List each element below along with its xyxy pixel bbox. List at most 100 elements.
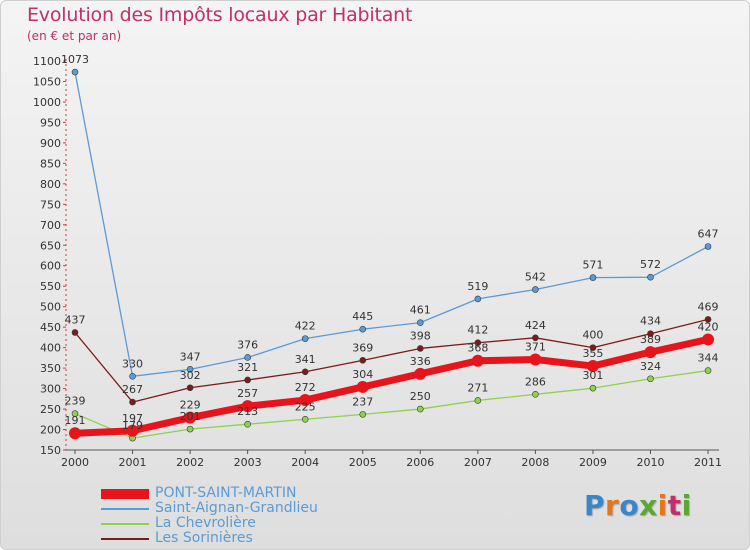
logo-letter: r — [605, 489, 620, 522]
legend-item-saint-aignan-grandlieu: Saint-Aignan-Grandlieu — [101, 501, 318, 516]
data-label-la-chevroliere: 179 — [122, 419, 143, 432]
chart-subtitle: (en € et par an) — [27, 29, 122, 43]
data-label-saint-aignan-grandlieu: 330 — [122, 357, 143, 370]
data-point-pont-saint-martin — [69, 427, 81, 440]
series-line-saint-aignan-grandlieu — [74, 71, 709, 377]
data-label-saint-aignan-grandlieu: 542 — [525, 270, 546, 283]
data-point-saint-aignan-grandlieu — [186, 366, 194, 373]
data-label-pont-saint-martin: 389 — [640, 333, 661, 346]
data-point-la-chevroliere — [301, 415, 309, 423]
data-label-pont-saint-martin: 229 — [180, 399, 201, 412]
data-point-les-sorinieres — [474, 339, 482, 347]
logo-letter: x — [639, 489, 658, 522]
data-point-pont-saint-martin — [126, 424, 139, 437]
data-label-la-chevroliere: 237 — [352, 395, 373, 408]
data-label-saint-aignan-grandlieu: 647 — [698, 227, 719, 240]
y-tick-label: 1100 — [33, 55, 61, 68]
data-point-saint-aignan-grandlieu — [244, 354, 251, 361]
data-point-la-chevroliere — [71, 410, 79, 417]
x-tick-label: 2011 — [694, 456, 722, 469]
y-tick-label: 200 — [40, 424, 61, 437]
data-label-la-chevroliere: 239 — [65, 395, 86, 408]
data-label-saint-aignan-grandlieu: 422 — [295, 320, 316, 333]
y-tick-label: 750 — [40, 198, 61, 211]
x-tick-label: 2004 — [291, 456, 319, 469]
y-tick-label: 550 — [40, 280, 61, 293]
data-label-les-sorinieres: 321 — [237, 361, 258, 374]
data-label-pont-saint-martin: 197 — [122, 412, 143, 425]
data-point-la-chevroliere — [532, 391, 539, 398]
data-point-pont-saint-martin — [414, 367, 427, 380]
x-tick-label: 2008 — [521, 456, 549, 469]
data-label-les-sorinieres: 434 — [640, 315, 661, 328]
data-label-la-chevroliere: 213 — [237, 405, 258, 418]
y-tick-label: 850 — [40, 157, 61, 170]
legend-swatch — [101, 507, 149, 510]
y-tick-label: 150 — [40, 444, 61, 457]
logo-letter: o — [619, 489, 640, 522]
legend-swatch — [101, 522, 149, 525]
y-tick-label: 650 — [40, 239, 61, 252]
x-tick-label: 2001 — [119, 456, 147, 469]
logo-letter: i — [657, 489, 668, 522]
data-point-pont-saint-martin — [299, 394, 312, 407]
logo-letter: P — [584, 489, 606, 522]
data-label-saint-aignan-grandlieu: 376 — [237, 338, 258, 351]
y-tick-label: 700 — [40, 219, 61, 232]
data-point-saint-aignan-grandlieu — [474, 295, 482, 303]
y-tick-label: 300 — [40, 383, 61, 396]
data-point-saint-aignan-grandlieu — [532, 286, 539, 293]
data-label-la-chevroliere: 225 — [295, 400, 316, 413]
data-label-la-chevroliere: 201 — [180, 410, 201, 423]
data-point-les-sorinieres — [186, 384, 194, 392]
y-tick-label: 450 — [40, 321, 61, 334]
data-label-pont-saint-martin: 191 — [65, 414, 86, 427]
data-label-la-chevroliere: 324 — [640, 360, 661, 373]
y-tick-label: 350 — [40, 362, 61, 375]
data-point-saint-aignan-grandlieu — [416, 319, 424, 326]
x-tick-label: 2000 — [61, 456, 89, 469]
y-tick-label: 900 — [40, 137, 61, 150]
data-label-les-sorinieres: 424 — [525, 319, 546, 332]
legend-label: Les Sorinières — [155, 530, 253, 546]
data-point-saint-aignan-grandlieu — [71, 68, 79, 76]
legend-swatch — [101, 537, 149, 540]
data-label-la-chevroliere: 271 — [467, 381, 488, 394]
y-tick-label: 1000 — [33, 96, 61, 109]
data-label-les-sorinieres: 341 — [295, 353, 316, 366]
legend-item-les-sorinieres: Les Sorinières — [101, 531, 318, 546]
data-point-saint-aignan-grandlieu — [589, 274, 597, 281]
data-point-saint-aignan-grandlieu — [301, 335, 309, 342]
y-tick-label: 600 — [40, 260, 61, 273]
data-label-la-chevroliere: 286 — [525, 375, 546, 388]
y-tick-label: 400 — [40, 342, 61, 355]
data-point-les-sorinieres — [301, 368, 309, 376]
data-label-saint-aignan-grandlieu: 445 — [352, 310, 373, 323]
x-tick-label: 2010 — [637, 456, 665, 469]
data-label-les-sorinieres: 469 — [698, 300, 719, 313]
data-point-saint-aignan-grandlieu — [647, 273, 654, 281]
legend-label: La Chevrolière — [155, 515, 256, 531]
series-line-la-chevroliere — [74, 369, 709, 439]
proxiti-logo: Proxiti — [584, 489, 692, 522]
data-point-les-sorinieres — [71, 329, 79, 336]
y-tick-label: 1050 — [33, 75, 61, 88]
y-tick-label: 500 — [40, 301, 61, 314]
data-label-les-sorinieres: 267 — [122, 383, 143, 396]
data-point-pont-saint-martin — [529, 353, 542, 366]
data-point-la-chevroliere — [704, 367, 712, 374]
x-tick-label: 2009 — [579, 456, 607, 469]
data-label-pont-saint-martin: 420 — [698, 320, 719, 333]
logo-letter: t — [667, 489, 682, 522]
data-label-les-sorinieres: 302 — [180, 369, 201, 382]
data-point-pont-saint-martin — [356, 380, 369, 393]
data-point-la-chevroliere — [474, 397, 482, 404]
legend-label: Saint-Aignan-Grandlieu — [155, 500, 318, 516]
data-point-la-chevroliere — [244, 420, 251, 428]
data-label-pont-saint-martin: 336 — [410, 355, 431, 368]
data-label-saint-aignan-grandlieu: 519 — [467, 280, 488, 293]
legend-item-pont-saint-martin: PONT-SAINT-MARTIN — [101, 486, 318, 501]
data-label-les-sorinieres: 437 — [65, 313, 86, 326]
x-tick-label: 2002 — [176, 456, 204, 469]
data-point-les-sorinieres — [704, 316, 712, 323]
